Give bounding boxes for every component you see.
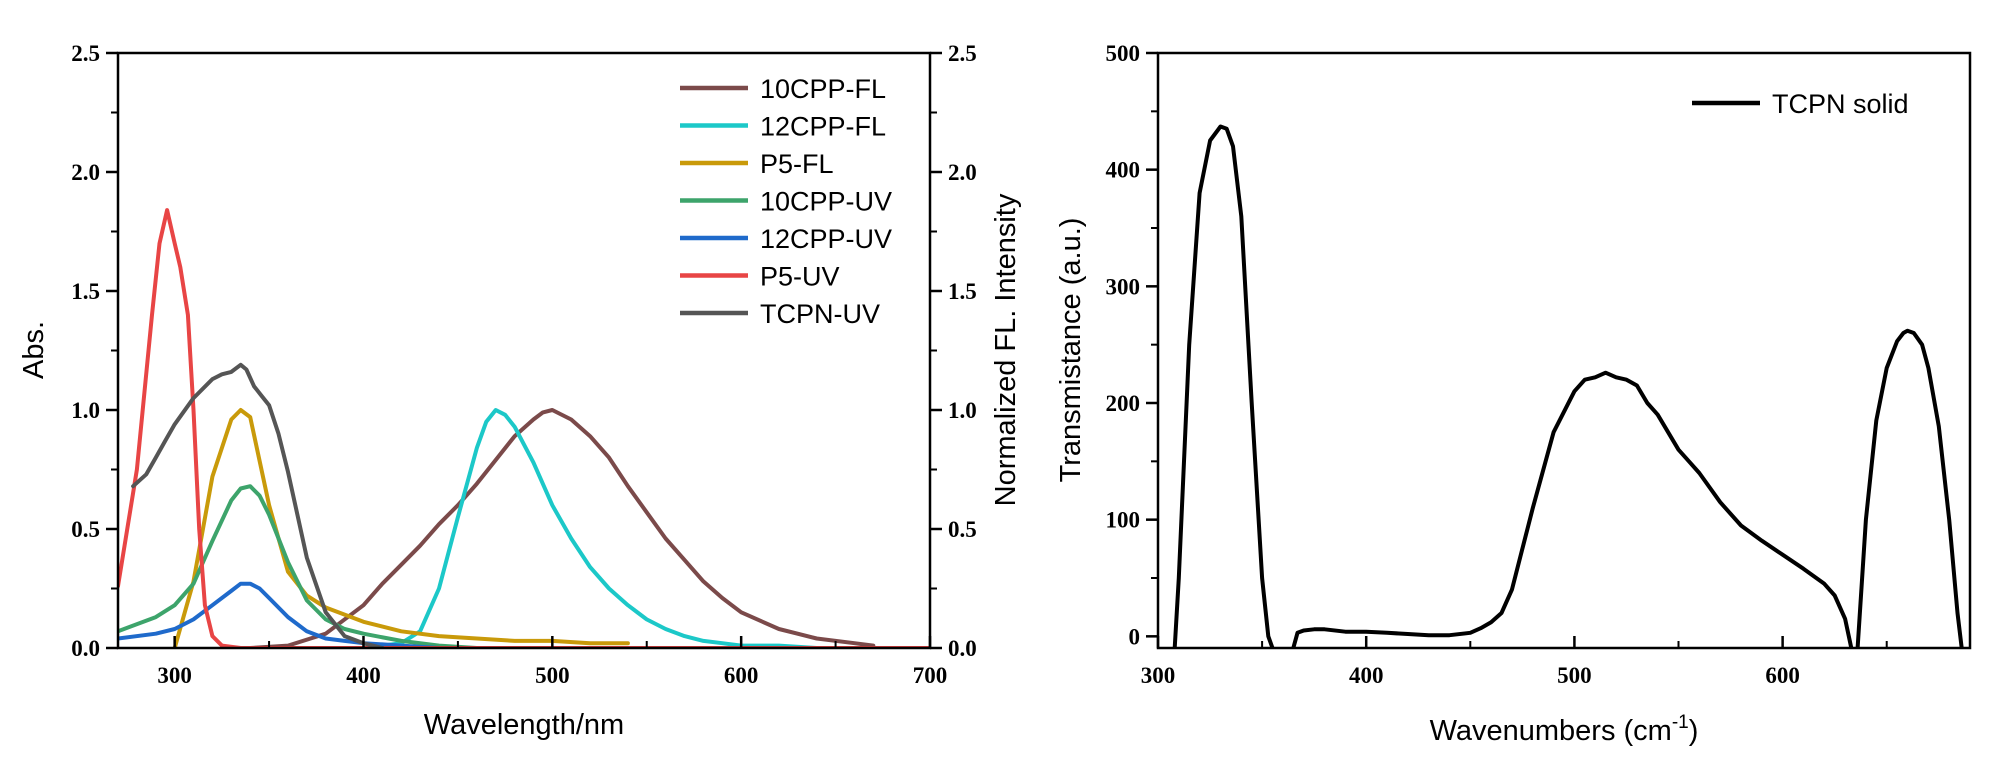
right-legend-label-tcpn-solid: TCPN solid <box>1772 89 1909 119</box>
left-legend-label-10cpp-fl: 10CPP-FL <box>760 74 886 104</box>
right-legend: TCPN solid <box>1692 89 1909 119</box>
left-y-ticks: 0.0 0.5 1.0 1.5 2.0 2.5 <box>71 41 118 661</box>
right-plot-frame <box>1156 51 1972 650</box>
right-y-tick-label: 300 <box>1106 274 1141 299</box>
right-y-tick-label: 400 <box>1106 158 1141 183</box>
right-y-tick-label: 100 <box>1106 508 1141 533</box>
right-y-tick-label: 0 <box>1129 624 1141 649</box>
right-y-tick-label: 500 <box>1106 41 1141 66</box>
left-legend-label-p5-fl: P5-FL <box>760 149 834 179</box>
left-y2-tick-label: 1.0 <box>948 398 977 423</box>
left-y2-tick-label: 2.5 <box>948 41 977 66</box>
left-y-tick-label: 2.5 <box>71 41 100 66</box>
right-y-axis-label: Transmistance (a.u.) <box>1055 218 1087 483</box>
left-legend-label-tcpn-uv: TCPN-UV <box>760 299 880 329</box>
right-x-axis-label-close: ) <box>1689 715 1699 747</box>
left-y-tick-label: 0.5 <box>71 517 100 542</box>
left-x-tick-label: 600 <box>724 663 759 688</box>
left-y2-tick-label: 0.5 <box>948 517 977 542</box>
right-x-tick-label: 400 <box>1349 663 1384 688</box>
left-series-12cpp-fl <box>361 408 857 648</box>
left-y-tick-label: 1.5 <box>71 279 100 304</box>
right-series-tcpn-solid-segment-1 <box>1291 370 1854 648</box>
left-legend-label-12cpp-uv: 12CPP-UV <box>760 224 892 254</box>
left-x-ticks: 300 400 500 600 700 <box>157 636 947 688</box>
left-x-axis-label: Wavelength/nm <box>424 709 624 741</box>
left-legend: 10CPP-FL 12CPP-FL P5-FL 10CPP-UV 12CPP-UV P5-… <box>680 74 892 329</box>
left-y2-ticks: 0.0 0.5 1.0 1.5 2.0 2.5 <box>930 41 977 661</box>
left-series-p5-fl <box>172 408 630 648</box>
right-x-ticks: 300 400 500 600 <box>1141 636 1888 688</box>
left-y2-tick-label: 1.5 <box>948 279 977 304</box>
left-y2-axis-label: Normalized FL. Intensity <box>990 193 1022 506</box>
left-y-tick-label: 0.0 <box>71 636 100 661</box>
left-legend-label-12cpp-fl: 12CPP-FL <box>760 112 886 142</box>
right-x-axis-label-main: Wavenumbers (cm <box>1430 715 1672 747</box>
left-legend-label-p5-uv: P5-UV <box>760 262 840 292</box>
left-y-tick-label: 2.0 <box>71 160 100 185</box>
right-y-tick-label: 200 <box>1106 391 1141 416</box>
left-legend-label-10cpp-uv: 10CPP-UV <box>760 187 892 217</box>
left-x-tick-label: 500 <box>535 663 570 688</box>
right-x-axis-label-sup: -1 <box>1672 712 1689 733</box>
left-y-tick-label: 1.0 <box>71 398 100 423</box>
left-plot-lines <box>118 208 930 648</box>
chart-left: 300 400 500 600 700 0.00.51.01.52.02.5 0.00.… <box>18 41 1022 741</box>
right-series-tcpn-solid-segment-0 <box>1172 124 1275 648</box>
right-x-tick-label: 600 <box>1765 663 1800 688</box>
left-series-10cpp-fl <box>219 408 876 648</box>
left-series-tcpn-uv <box>131 362 385 648</box>
left-y-axis-label: Abs. <box>18 321 50 379</box>
left-y2-tick-label: 0.0 <box>948 636 977 661</box>
left-x-tick-label: 700 <box>913 663 948 688</box>
right-x-axis-label: Wavenumbers (cm-1) <box>1430 712 1699 747</box>
right-y-ticks: 0 100 200 300 400 500 <box>1106 41 1158 649</box>
left-x-tick-label: 400 <box>346 663 381 688</box>
left-y2-tick-label: 2.0 <box>948 160 977 185</box>
right-series-tcpn-solid-segment-2 <box>1855 328 1964 648</box>
right-plot-lines <box>1172 124 1964 648</box>
right-x-tick-label: 300 <box>1141 663 1176 688</box>
left-series-10cpp-uv <box>118 484 479 648</box>
right-x-tick-label: 500 <box>1557 663 1592 688</box>
left-plot-frame <box>116 51 932 650</box>
chart-right: 300 400 500 600 0 100 200 300 400 500 Wavenumber… <box>1055 41 1972 747</box>
left-series-12cpp-uv <box>118 581 479 648</box>
left-series-p5-uv <box>118 208 930 648</box>
left-x-tick-label: 300 <box>157 663 192 688</box>
